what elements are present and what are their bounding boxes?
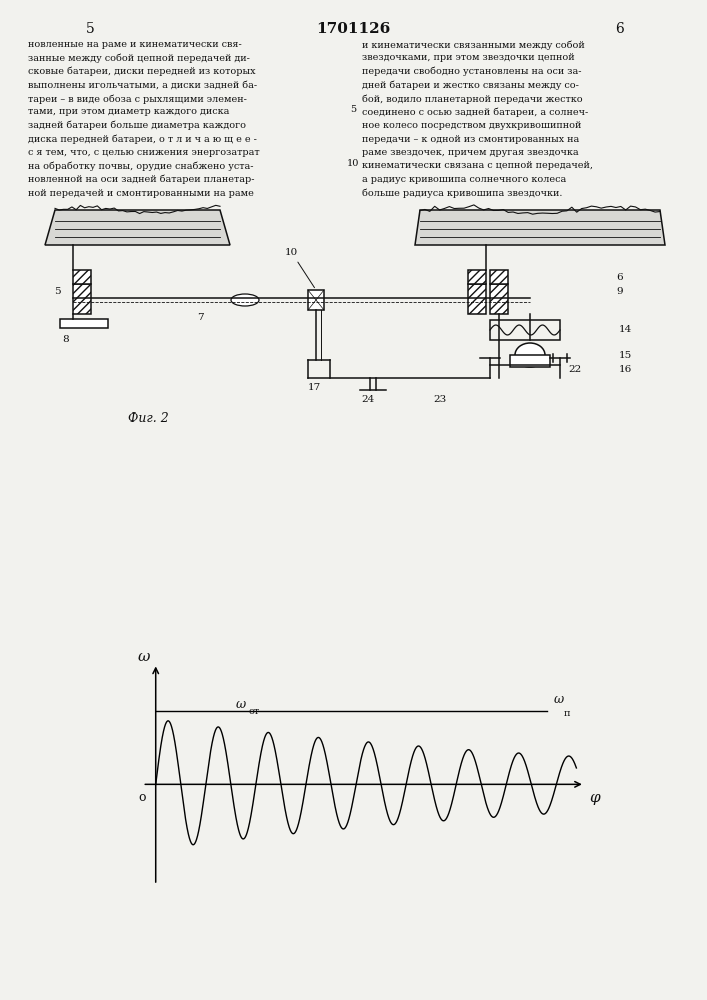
Text: бой, водило планетарной передачи жестко: бой, водило планетарной передачи жестко	[362, 94, 583, 104]
Text: задней батареи больше диаметра каждого: задней батареи больше диаметра каждого	[28, 121, 246, 130]
Text: новленные на раме и кинематически свя-: новленные на раме и кинематически свя-	[28, 40, 242, 49]
Text: передачи – к одной из смонтированных на: передачи – к одной из смонтированных на	[362, 134, 579, 143]
Bar	[490, 284, 508, 314]
Text: ω: ω	[554, 693, 563, 706]
Bar	[510, 355, 550, 367]
Text: тами, при этом диаметр каждого диска: тами, при этом диаметр каждого диска	[28, 107, 229, 116]
Bar	[73, 284, 91, 314]
Text: звездочками, при этом звездочки цепной: звездочками, при этом звездочки цепной	[362, 53, 575, 62]
Text: 10: 10	[347, 159, 360, 168]
Text: новленной на оси задней батареи планетар-: новленной на оси задней батареи планетар…	[28, 175, 255, 184]
Ellipse shape	[231, 294, 259, 306]
Text: 8: 8	[63, 336, 69, 344]
Bar	[490, 320, 560, 340]
Text: 22: 22	[568, 365, 582, 374]
Text: на обработку почвы, орудие снабжено уста-: на обработку почвы, орудие снабжено уста…	[28, 161, 254, 171]
Text: 16: 16	[619, 365, 631, 374]
Text: Фиг. 2: Фиг. 2	[128, 412, 168, 425]
Text: фиг. 3: фиг. 3	[334, 872, 376, 885]
Text: тареи – в виде обоза с рыхлящими элемен-: тареи – в виде обоза с рыхлящими элемен-	[28, 94, 247, 104]
Text: от: от	[248, 707, 259, 716]
Polygon shape	[45, 210, 230, 245]
Text: φ: φ	[589, 791, 600, 805]
Text: ω: ω	[137, 650, 150, 664]
Text: 23: 23	[433, 395, 447, 404]
Text: 10: 10	[285, 248, 315, 288]
Polygon shape	[415, 210, 665, 245]
Text: с я тем, что, с целью снижения энергозатрат: с я тем, что, с целью снижения энергозат…	[28, 148, 259, 157]
Text: 6: 6	[617, 273, 624, 282]
Text: занные между собой цепной передачей ди-: занные между собой цепной передачей ди-	[28, 53, 250, 63]
Bar	[73, 270, 91, 284]
Text: больше радиуса кривошипа звездочки.: больше радиуса кривошипа звездочки.	[362, 188, 562, 198]
Text: а радиус кривошипа солнечного колеса: а радиус кривошипа солнечного колеса	[362, 175, 566, 184]
Text: 5: 5	[351, 105, 356, 114]
Text: 9: 9	[617, 288, 624, 296]
Text: кинематически связана с цепной передачей,: кинематически связана с цепной передачей…	[362, 161, 593, 170]
Text: 5: 5	[54, 288, 60, 296]
Text: диска передней батареи, о т л и ч а ю щ е е -: диска передней батареи, о т л и ч а ю щ …	[28, 134, 257, 144]
Text: 6: 6	[616, 22, 624, 36]
Text: 15: 15	[619, 351, 631, 360]
Text: и кинематически связанными между собой: и кинематически связанными между собой	[362, 40, 585, 49]
Bar	[468, 270, 486, 284]
Text: передачи свободно установлены на оси за-: передачи свободно установлены на оси за-	[362, 67, 581, 77]
Text: 1701126: 1701126	[316, 22, 391, 36]
Bar	[308, 290, 324, 310]
Text: 7: 7	[197, 314, 204, 322]
Text: соединено с осью задней батареи, а солнеч-: соединено с осью задней батареи, а солне…	[362, 107, 588, 117]
Bar	[60, 319, 108, 328]
Text: раме звездочек, причем другая звездочка: раме звездочек, причем другая звездочка	[362, 148, 578, 157]
Text: ω: ω	[235, 698, 245, 711]
Text: 17: 17	[308, 383, 321, 392]
Text: ной передачей и смонтированными на раме: ной передачей и смонтированными на раме	[28, 188, 254, 198]
Ellipse shape	[515, 343, 545, 367]
Text: 24: 24	[361, 395, 375, 404]
Text: дней батареи и жестко связаны между со-: дней батареи и жестко связаны между со-	[362, 81, 579, 90]
Bar	[490, 270, 508, 284]
Text: сковые батареи, диски передней из которых: сковые батареи, диски передней из которы…	[28, 67, 255, 77]
Text: 14: 14	[619, 326, 631, 334]
Text: o: o	[139, 791, 146, 804]
Bar	[468, 284, 486, 314]
Text: выполнены игольчатыми, а диски задней ба-: выполнены игольчатыми, а диски задней ба…	[28, 81, 257, 90]
Text: 5: 5	[86, 22, 94, 36]
Text: п: п	[563, 709, 570, 718]
Text: ное колесо посредством двухкривошипной: ное колесо посредством двухкривошипной	[362, 121, 581, 130]
